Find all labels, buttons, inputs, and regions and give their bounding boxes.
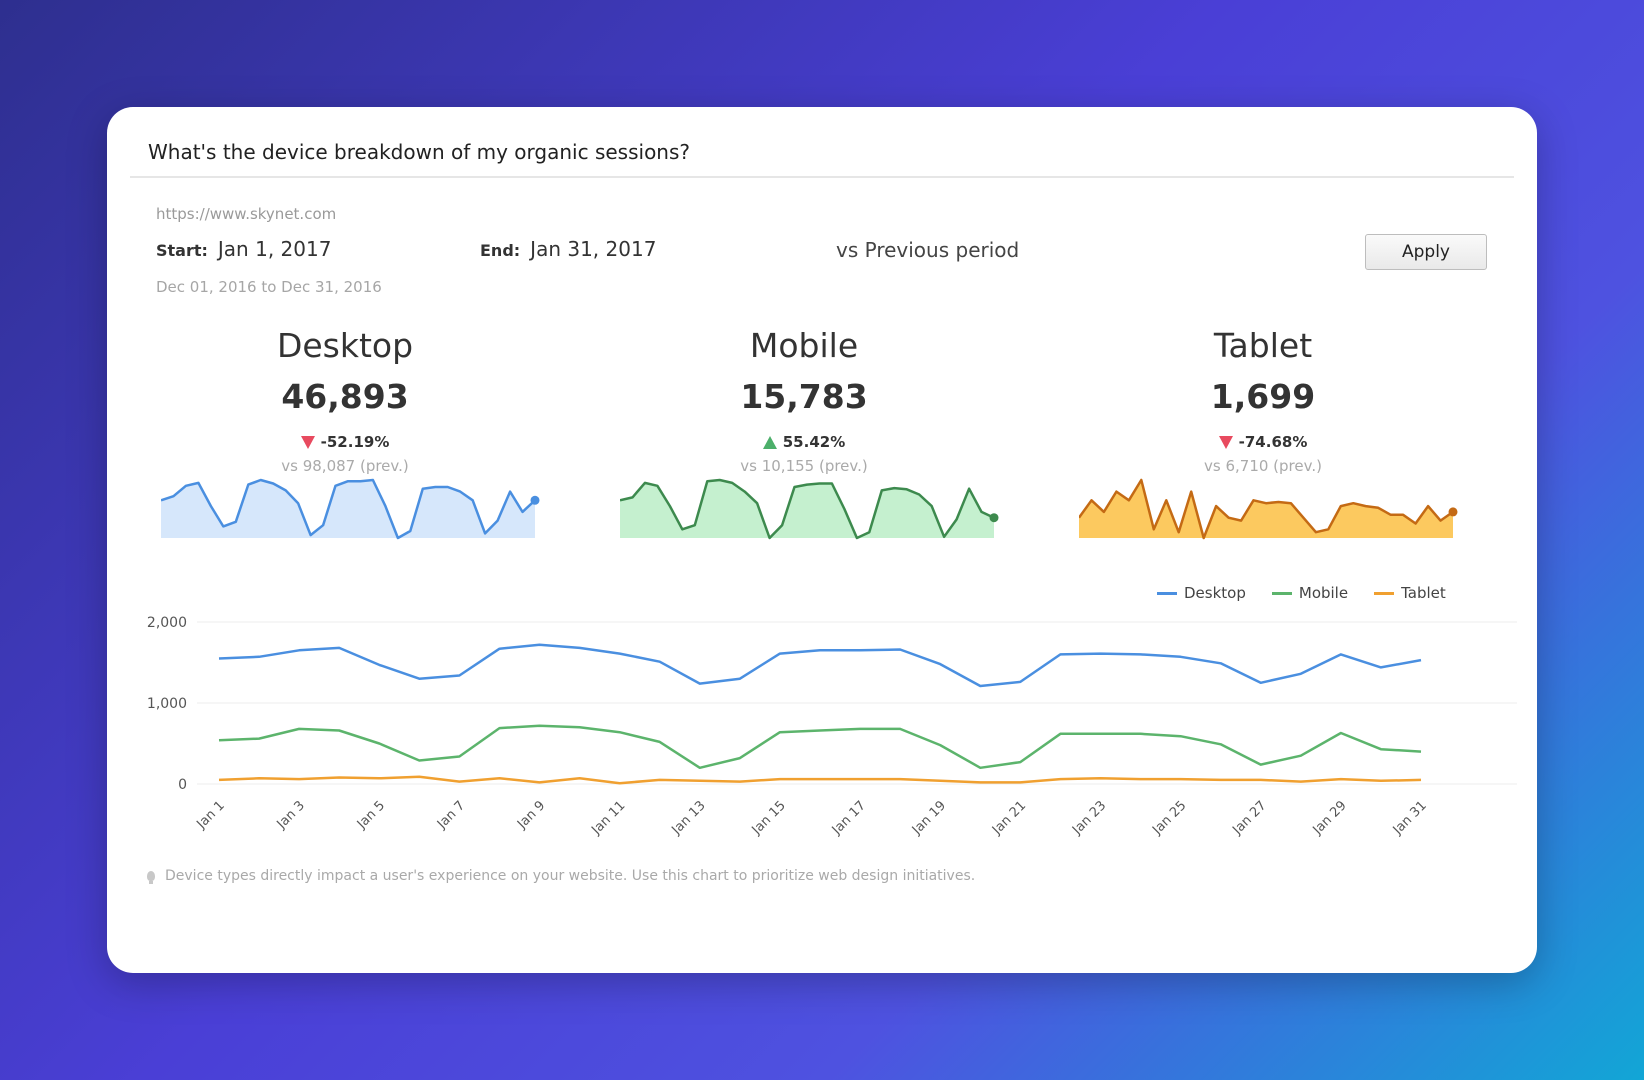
chart-legend: Desktop Mobile Tablet	[1157, 584, 1446, 602]
comparison-select[interactable]: vs Previous period	[836, 238, 1020, 262]
metric-previous: vs 10,155 (prev.)	[740, 457, 868, 475]
sparkline-tablet	[1079, 478, 1458, 540]
series-line-mobile[interactable]	[218, 724, 1422, 770]
metric-change-value: -74.68%	[1238, 433, 1308, 451]
tip: Device types directly impact a user's ex…	[147, 868, 975, 884]
legend-swatch	[1157, 591, 1177, 595]
start-label: Start:	[156, 241, 208, 260]
sparkline-desktop	[161, 478, 540, 540]
sparkline-end-point	[989, 513, 999, 523]
sparkline-line	[620, 478, 995, 540]
y-tick-label: 2,000	[147, 615, 187, 631]
dashboard-card: What's the device breakdown of my organi…	[107, 107, 1537, 973]
x-tick-label: Jan 7	[434, 798, 468, 832]
x-tick-label: Jan 31	[1390, 798, 1430, 838]
metric-name: Desktop	[276, 326, 414, 365]
legend-swatch	[1374, 591, 1395, 595]
x-tick-label: Jan 3	[274, 798, 308, 832]
legend-label: Desktop	[1184, 584, 1246, 602]
metric-value: 46,893	[281, 377, 409, 416]
sparkline-mobile	[620, 478, 999, 540]
x-tick-label: Jan 25	[1149, 798, 1189, 838]
sparkline-area	[161, 480, 535, 538]
metric-mobile: Mobile 15,783 55.42% vs 10,155 (prev.)	[604, 329, 1004, 475]
legend-swatch	[1271, 591, 1292, 595]
metric-value: 1,699	[1210, 377, 1316, 416]
previous-range: Dec 01, 2016 to Dec 31, 2016	[156, 278, 382, 296]
metric-value: 15,783	[740, 377, 868, 416]
x-tick-label: Jan 21	[989, 798, 1029, 838]
x-tick-label: Jan 23	[1069, 798, 1109, 838]
site-url[interactable]: https://www.skynet.com	[156, 205, 337, 223]
x-tick-label: Jan 9	[514, 798, 548, 832]
x-tick-label: Jan 29	[1310, 798, 1350, 838]
metric-desktop: Desktop 46,893 -52.19% vs 98,087 (prev.)	[145, 329, 545, 475]
divider	[130, 176, 1514, 178]
legend-item-tablet[interactable]: Tablet	[1374, 584, 1446, 602]
series-line-desktop[interactable]	[218, 643, 1422, 688]
sparkline-end-point	[530, 495, 540, 505]
down-arrow-icon	[300, 435, 315, 449]
start-date-field[interactable]: Start: Jan 1, 2017	[156, 237, 331, 261]
legend-label: Tablet	[1401, 584, 1446, 602]
end-date-field[interactable]: End: Jan 31, 2017	[480, 237, 656, 261]
sparkline-end-point	[1448, 507, 1458, 517]
sparkline-area	[620, 480, 994, 538]
metric-name: Mobile	[749, 326, 859, 365]
x-tick-label: Jan 13	[669, 798, 709, 838]
series-line-tablet[interactable]	[218, 775, 1422, 785]
x-tick-label: Jan 11	[588, 798, 628, 838]
legend-item-mobile[interactable]: Mobile	[1271, 584, 1349, 602]
x-tick-label: Jan 1	[194, 798, 228, 832]
sparkline-line	[161, 478, 536, 540]
metric-change: -52.19%	[145, 433, 545, 451]
x-tick-label: Jan 17	[829, 798, 869, 838]
metric-name: Tablet	[1213, 326, 1313, 365]
x-tick-label: Jan 19	[909, 798, 949, 838]
sessions-line-chart: 0 1,000 2,000 Jan 1 Jan 3 Jan 5 Jan 7 Jan 9 Jan …	[147, 615, 1517, 838]
legend-label: Mobile	[1298, 584, 1349, 602]
metric-previous: vs 6,710 (prev.)	[1204, 457, 1322, 475]
sparkline-area	[1079, 480, 1453, 538]
metric-change-value: -52.19%	[320, 433, 390, 451]
sparkline-line	[1079, 478, 1454, 540]
metric-previous: vs 98,087 (prev.)	[281, 457, 409, 475]
metric-change-value: 55.42%	[782, 433, 846, 451]
y-tick-label: 1,000	[147, 696, 187, 712]
lightbulb-icon	[147, 871, 155, 884]
end-label: End:	[480, 241, 521, 260]
down-arrow-icon	[1218, 435, 1233, 449]
tip-text: Device types directly impact a user's ex…	[165, 868, 976, 884]
x-tick-label: Jan 15	[749, 798, 789, 838]
legend-item-desktop[interactable]: Desktop	[1157, 584, 1246, 602]
start-date-value[interactable]: Jan 1, 2017	[217, 237, 332, 261]
metric-change: -74.68%	[1063, 433, 1463, 451]
apply-button[interactable]: Apply	[1365, 234, 1487, 270]
x-tick-label: Jan 5	[354, 798, 388, 832]
metric-tablet: Tablet 1,699 -74.68% vs 6,710 (prev.)	[1063, 329, 1463, 475]
up-arrow-icon	[762, 435, 777, 449]
question-title: What's the device breakdown of my organi…	[148, 140, 691, 164]
metric-change: 55.42%	[604, 433, 1004, 451]
y-tick-label: 0	[178, 777, 187, 793]
end-date-value[interactable]: Jan 31, 2017	[530, 237, 657, 261]
x-tick-label: Jan 27	[1229, 798, 1269, 838]
